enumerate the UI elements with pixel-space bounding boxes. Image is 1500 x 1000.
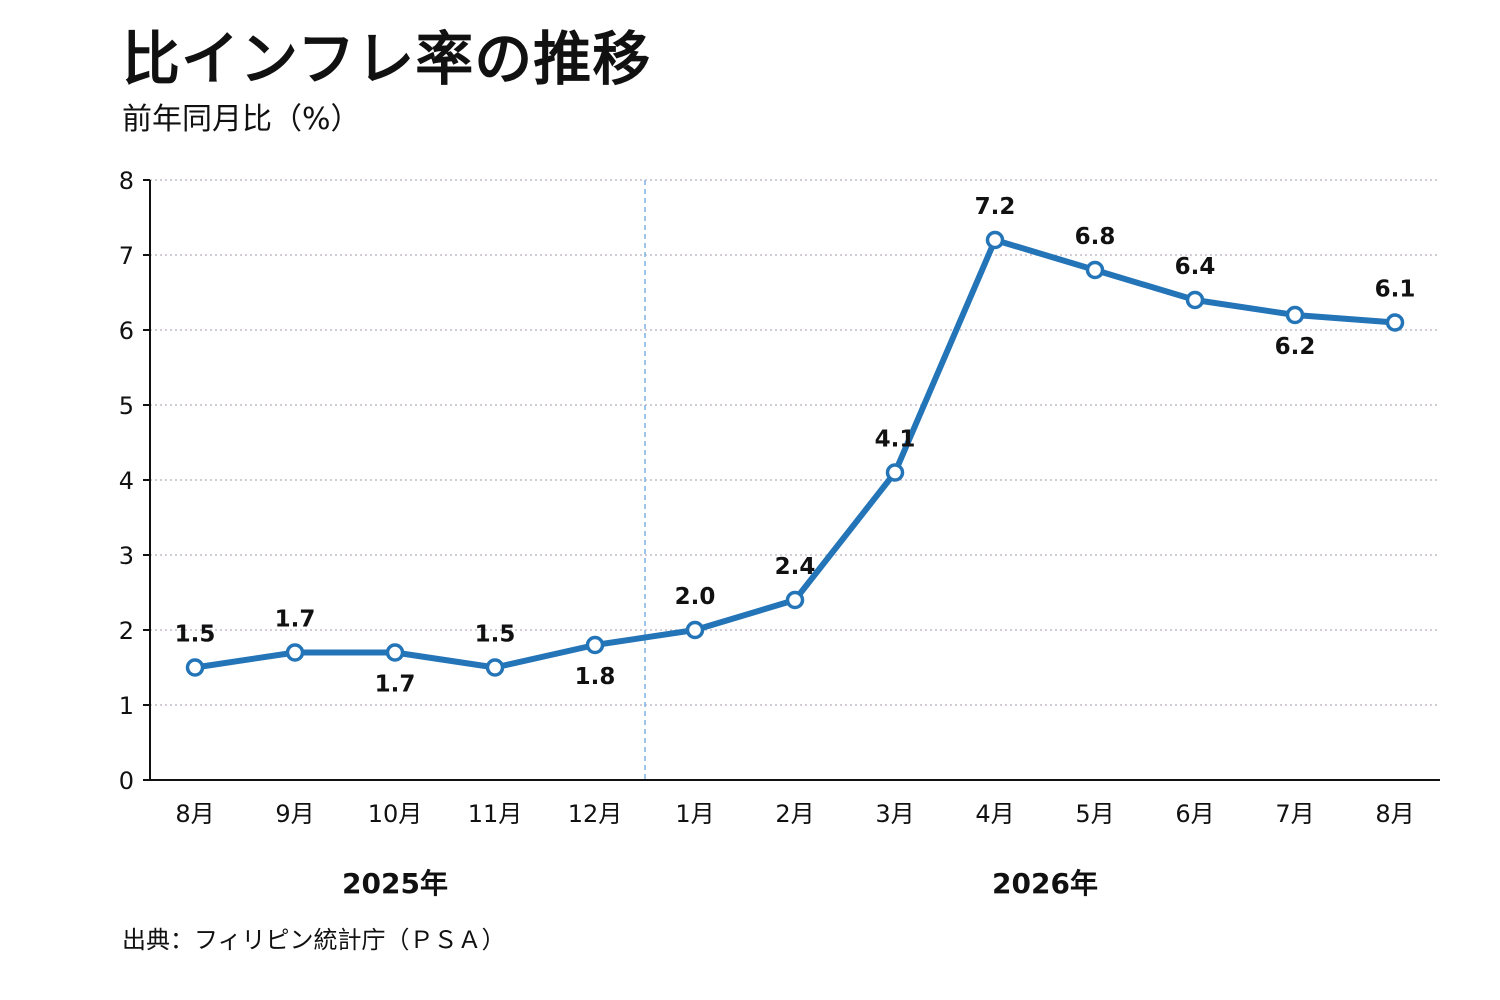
x-tick-label: 3月: [875, 800, 914, 828]
y-tick-label: 6: [119, 317, 134, 345]
x-tick-label: 5月: [1075, 800, 1114, 828]
data-point: [1185, 290, 1205, 310]
x-tick-label: 4月: [975, 800, 1014, 828]
y-tick-label: 8: [119, 167, 134, 195]
x-tick-label: 9月: [275, 800, 314, 828]
data-label: 2.0: [675, 584, 716, 610]
y-tick-label: 0: [119, 767, 134, 795]
data-label: 4.1: [875, 427, 916, 453]
data-label: 1.7: [275, 607, 316, 633]
y-tick-label: 5: [119, 392, 134, 420]
data-point: [885, 463, 905, 482]
data-point: [185, 658, 205, 677]
data-label: 6.8: [1075, 224, 1116, 250]
data-label: 6.4: [1175, 254, 1216, 280]
x-tick-label: 8月: [1375, 800, 1414, 828]
y-tick-label: 7: [119, 242, 134, 270]
x-tick-label: 8月: [175, 800, 214, 828]
x-tick-label: 10月: [368, 800, 423, 828]
data-label: 7.2: [975, 194, 1016, 220]
x-tick-label: 12月: [568, 800, 623, 828]
data-point: [585, 635, 605, 655]
data-point: [685, 620, 705, 640]
year-label: 2025年: [342, 867, 448, 900]
series: [185, 230, 1405, 677]
data-point: [1085, 260, 1105, 280]
data-point: [985, 230, 1005, 250]
data-point: [285, 643, 305, 662]
data-label: 2.4: [775, 554, 816, 580]
x-tick-label: 6月: [1175, 800, 1214, 828]
chart-title: 比インフレ率の推移: [122, 25, 652, 93]
x-tick-label: 7月: [1275, 800, 1314, 828]
data-point: [1385, 313, 1405, 332]
data-label: 1.7: [375, 672, 416, 698]
data-label: 1.8: [575, 664, 616, 690]
data-label: 6.1: [1375, 277, 1416, 303]
data-label: 1.5: [475, 622, 516, 648]
x-tick-label: 1月: [675, 800, 714, 828]
y-tick-label: 4: [119, 467, 134, 495]
data-labels: 1.5 1.7 1.7 1.5 1.8 2.0 2.4 4.1 7.2 6.8 6.4 6.2 6.1: [175, 194, 1416, 698]
axes: 0 1 2 3 4 5 6 7 8 8月 9月 10月 11月 12月 1月 2月 3月 4月 5月 6月 7月 8月 20…: [119, 167, 1440, 900]
data-label: 6.2: [1275, 334, 1316, 360]
x-tick-label: 2月: [775, 800, 814, 828]
data-point: [785, 590, 805, 610]
chart-subtitle: 前年同月比（%）: [122, 102, 361, 137]
y-tick-label: 1: [119, 692, 134, 720]
y-tick-label: 3: [119, 542, 134, 570]
source-note: 出典：フィリピン統計庁（ＰＳＡ）: [122, 926, 506, 954]
data-point: [1285, 305, 1305, 325]
year-label: 2026年: [992, 867, 1098, 900]
data-point: [485, 658, 505, 677]
y-tick-label: 2: [119, 617, 134, 645]
data-point: [385, 643, 405, 662]
x-tick-label: 11月: [468, 800, 523, 828]
gridlines: [150, 179, 1440, 706]
data-label: 1.5: [175, 622, 216, 648]
